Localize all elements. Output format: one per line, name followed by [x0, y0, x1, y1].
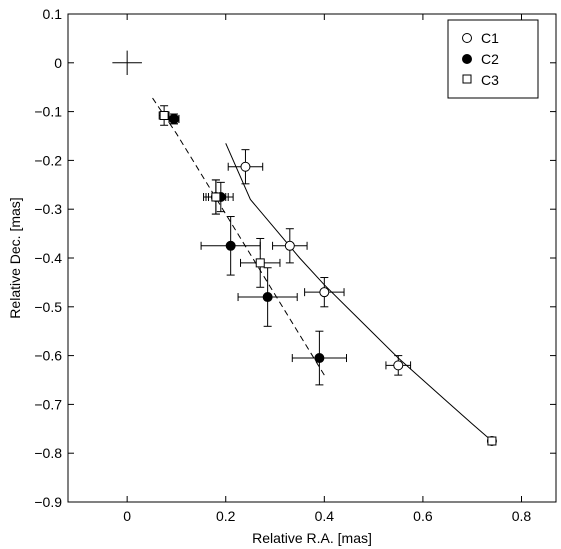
- x-tick-label: 0.2: [216, 508, 236, 524]
- point-c3: [487, 436, 497, 446]
- y-tick-label: −0.1: [34, 104, 62, 120]
- legend-marker-c2: [462, 54, 472, 64]
- x-axis-label: Relative R.A. [mas]: [252, 530, 372, 546]
- point-c3: [159, 111, 169, 121]
- y-tick-label: −0.6: [34, 348, 62, 364]
- y-tick-label: −0.2: [34, 152, 62, 168]
- y-tick-label: −0.9: [34, 494, 62, 510]
- y-tick-label: 0.1: [43, 6, 63, 22]
- x-axis: 0 0.2 0.4 0.6 0.8: [123, 14, 531, 524]
- legend-marker-c1: [462, 33, 472, 43]
- fit-curves: [151, 96, 493, 442]
- legend: C1 C2 C3: [447, 19, 539, 99]
- y-tick-label: −0.5: [34, 299, 62, 315]
- x-tick-label: 0.4: [315, 508, 335, 524]
- y-axis-label: Relative Dec. [mas]: [7, 197, 23, 318]
- reference-cross: [112, 50, 142, 75]
- y-axis: 0.1 0 −0.1 −0.2 −0.3 −0.4 −0.5 −0.6 −0.7 −0.8 −0.9: [34, 6, 556, 510]
- legend-label-c2: C2: [481, 51, 499, 67]
- y-tick-label: 0: [54, 55, 62, 71]
- point-c1: [284, 240, 295, 251]
- legend-label-c3: C3: [481, 72, 499, 88]
- point-c2: [225, 240, 236, 251]
- x-tick-label: 0: [123, 508, 131, 524]
- legend-label-c1: C1: [481, 30, 499, 46]
- dashed-fit-line: [151, 96, 325, 376]
- point-c1: [240, 161, 251, 172]
- point-c1: [393, 360, 404, 371]
- y-tick-label: −0.8: [34, 445, 62, 461]
- x-tick-label: 0.6: [413, 508, 433, 524]
- point-c1: [319, 287, 330, 298]
- solid-fit-curve: [225, 143, 493, 442]
- point-c2: [314, 353, 325, 364]
- point-c2: [262, 292, 273, 303]
- point-c3: [255, 258, 265, 268]
- x-tick-label: 0.8: [512, 508, 532, 524]
- data-points: [158, 105, 497, 446]
- point-c2: [168, 113, 179, 124]
- point-c3: [211, 192, 221, 202]
- legend-marker-c3: [462, 74, 472, 84]
- y-tick-label: −0.7: [34, 396, 62, 412]
- y-tick-label: −0.4: [34, 250, 62, 266]
- y-tick-label: −0.3: [34, 201, 62, 217]
